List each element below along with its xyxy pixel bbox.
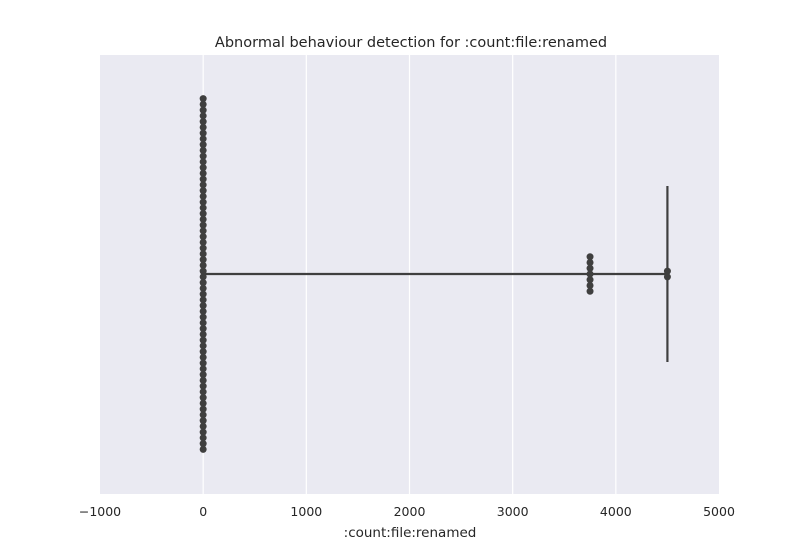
swarm-point (199, 359, 207, 367)
swarm-point (199, 371, 207, 379)
swarm-point (199, 181, 207, 189)
swarm-points (199, 95, 671, 453)
swarm-point (199, 244, 207, 252)
swarm-point (199, 284, 207, 292)
swarm-point (199, 342, 207, 350)
swarm-point (199, 353, 207, 361)
swarm-point (199, 250, 207, 258)
swarm-point (199, 233, 207, 241)
swarm-point (199, 256, 207, 264)
swarm-point (199, 330, 207, 338)
swarm-point (199, 348, 207, 356)
swarm-point (199, 273, 207, 281)
swarm-point (199, 434, 207, 442)
x-tick-label: 3000 (497, 504, 529, 519)
swarm-point (199, 267, 207, 275)
swarm-point (199, 169, 207, 177)
swarm-point (199, 422, 207, 430)
swarm-point (199, 227, 207, 235)
swarm-point (199, 399, 207, 407)
swarm-point (199, 221, 207, 229)
swarm-point (199, 129, 207, 137)
swarm-point (663, 273, 671, 281)
chart-title: Abnormal behaviour detection for :count:… (215, 35, 607, 51)
swarm-point (199, 192, 207, 200)
swarm-point (199, 123, 207, 131)
x-axis-ticks: −1000 0 1000 2000 3000 4000 5000 (79, 504, 735, 519)
x-tick-label: 1000 (290, 504, 322, 519)
swarm-point (199, 210, 207, 218)
swarm-point (199, 411, 207, 419)
swarm-point (199, 405, 207, 413)
swarm-point (199, 95, 207, 103)
swarm-point (199, 141, 207, 149)
x-tick-label: −1000 (79, 504, 121, 519)
swarm-point (586, 264, 594, 272)
swarm-point (199, 296, 207, 304)
swarm-point (199, 204, 207, 212)
swarm-point (586, 259, 594, 266)
swarm-point (199, 325, 207, 333)
x-tick-label: 0 (199, 504, 207, 519)
swarm-point (199, 215, 207, 223)
swarm-point (199, 365, 207, 373)
swarm-point (199, 313, 207, 321)
swarm-point (199, 302, 207, 310)
swarm-point (586, 276, 594, 284)
x-tick-label: 2000 (394, 504, 426, 519)
swarm-point (199, 279, 207, 287)
swarm-point (199, 187, 207, 195)
swarm-point (663, 267, 671, 275)
swarm-point (199, 417, 207, 425)
swarm-point (586, 282, 594, 289)
x-tick-label: 5000 (703, 504, 735, 519)
swarm-point (199, 112, 207, 120)
swarm-point (199, 100, 207, 108)
swarm-point (199, 175, 207, 183)
swarm-point (199, 152, 207, 160)
swarm-point (199, 388, 207, 396)
swarm-point (199, 319, 207, 327)
swarm-point (199, 146, 207, 154)
swarm-point (199, 261, 207, 269)
swarm-point (199, 158, 207, 166)
swarm-point (199, 106, 207, 114)
swarm-point (199, 198, 207, 206)
swarm-point (199, 376, 207, 384)
swarm-point (199, 440, 207, 448)
swarm-point (586, 270, 594, 278)
swarm-point (586, 287, 594, 295)
x-tick-label: 4000 (600, 504, 632, 519)
swarm-point (199, 238, 207, 246)
swarm-point (199, 135, 207, 143)
swarm-point (586, 253, 594, 261)
swarm-point (199, 118, 207, 126)
swarm-point (199, 394, 207, 402)
swarm-point (199, 428, 207, 436)
swarm-point (199, 382, 207, 390)
swarm-point (199, 445, 207, 453)
x-axis-label: :count:file:renamed (344, 525, 477, 541)
swarm-point (199, 307, 207, 315)
swarm-point (199, 290, 207, 298)
swarm-point (199, 164, 207, 172)
swarm-point (199, 336, 207, 344)
